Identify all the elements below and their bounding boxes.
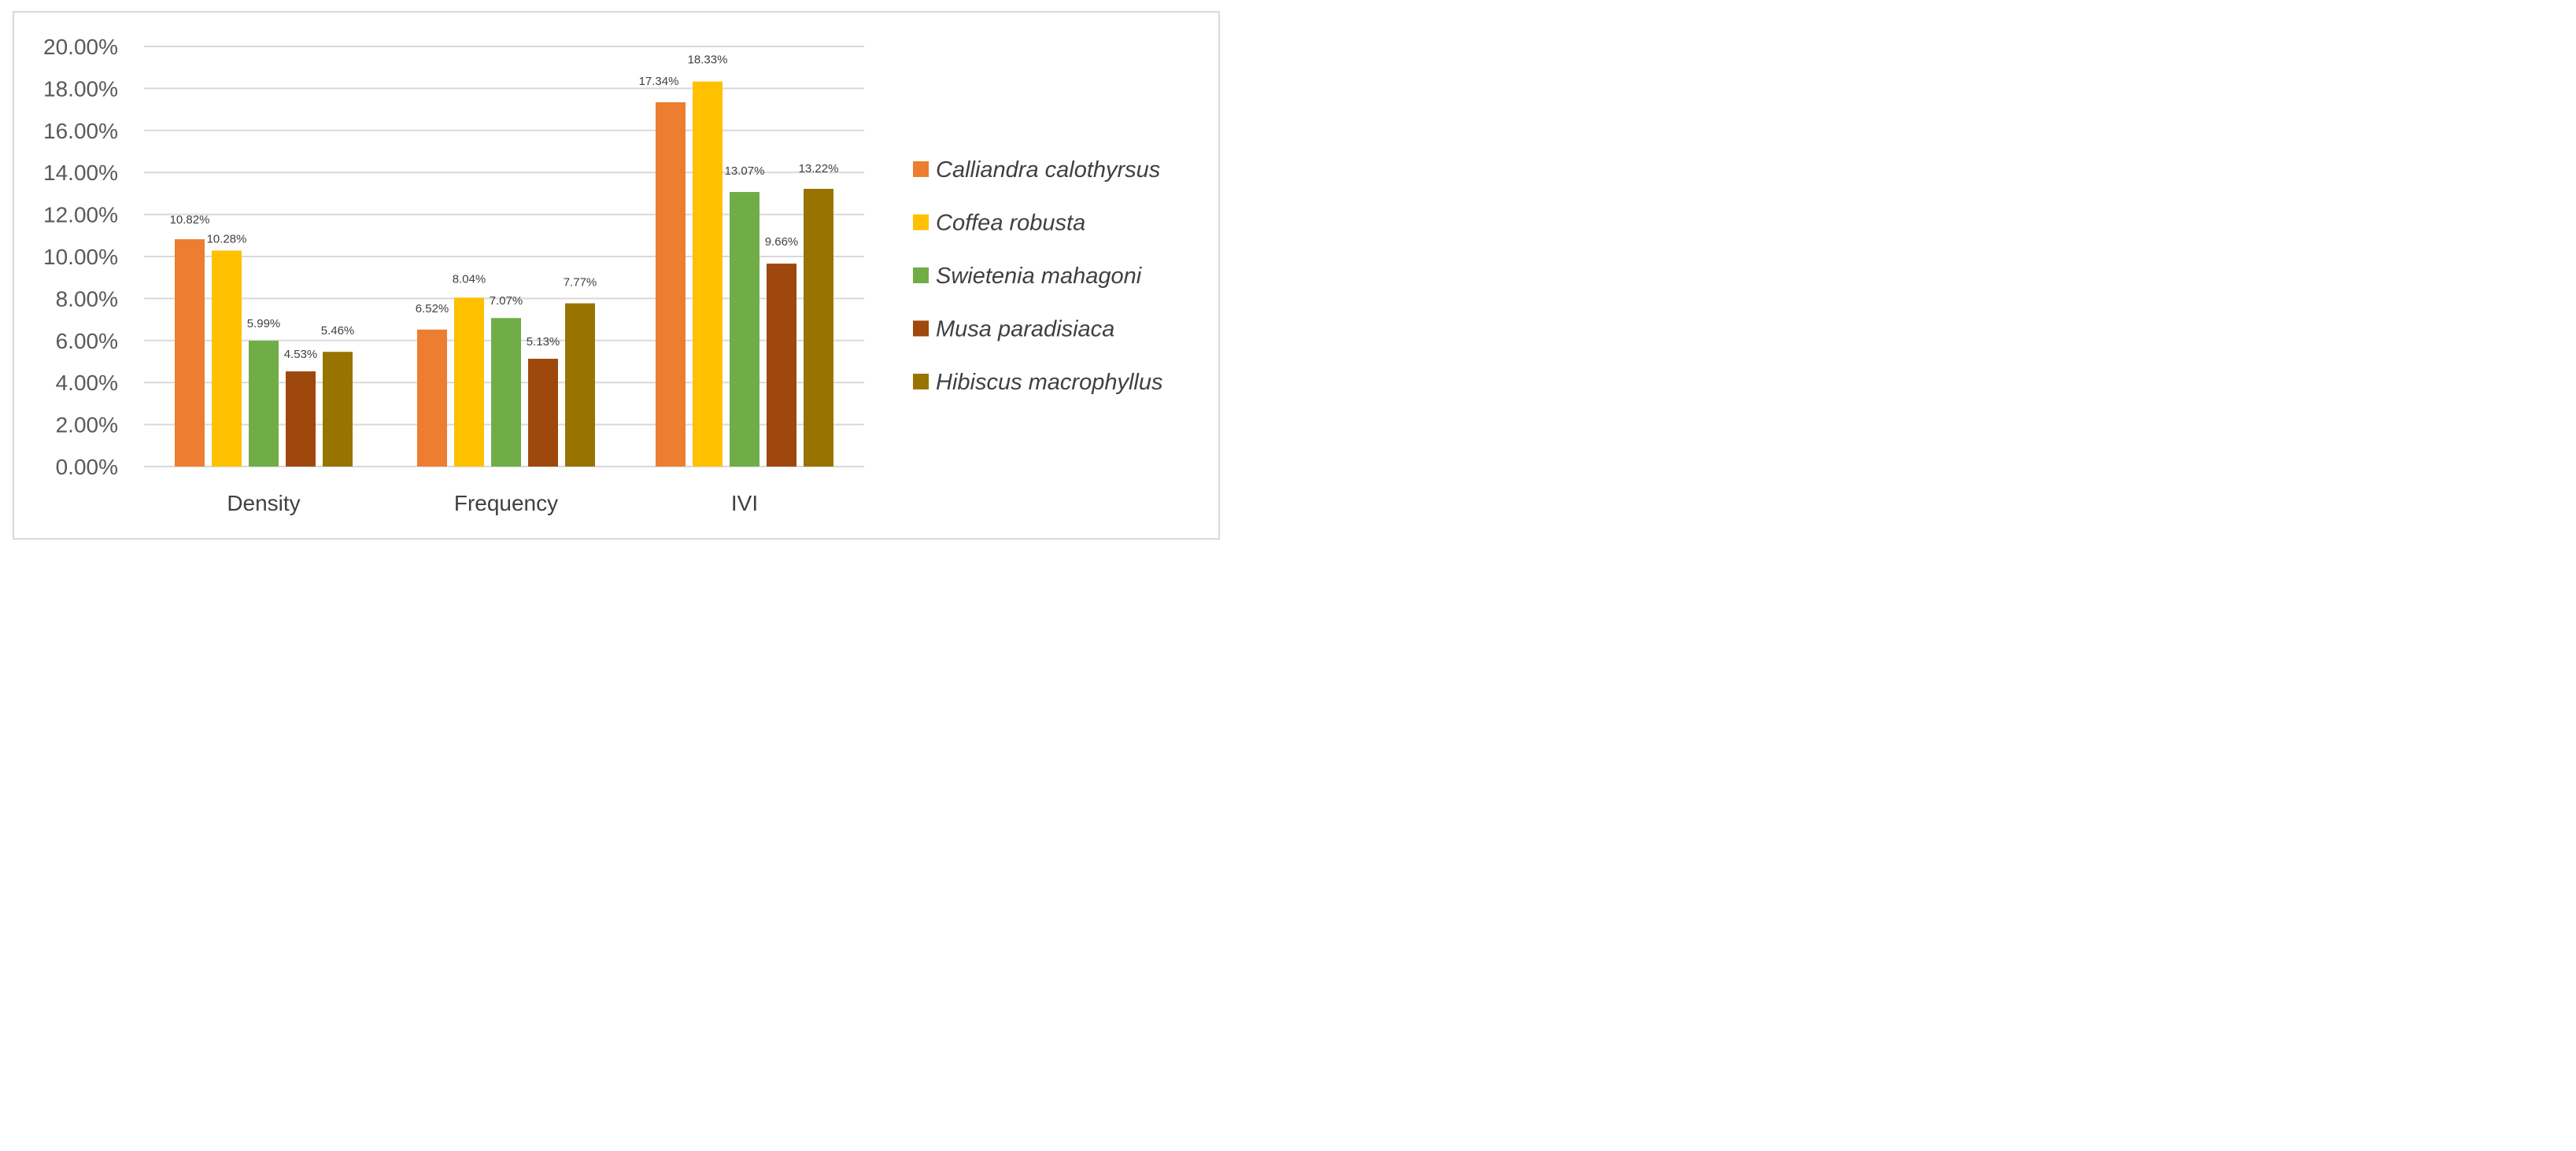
bars (175, 81, 833, 467)
legend-swatch (913, 320, 929, 337)
bar (767, 264, 796, 467)
y-tick-label: 12.00% (43, 203, 118, 227)
bar (804, 189, 833, 467)
y-tick-label: 16.00% (43, 119, 118, 143)
bar (565, 303, 595, 467)
y-tick-label: 2.00% (56, 413, 118, 437)
legend-label: Musa paradisiaca (936, 317, 1114, 342)
x-tick-label: Frequency (454, 491, 558, 515)
data-label: 7.77% (564, 276, 597, 290)
legend-swatch (913, 374, 929, 389)
legend-swatch (913, 161, 929, 177)
data-label: 7.07% (490, 294, 523, 308)
data-label: 5.99% (247, 317, 281, 330)
bar (491, 318, 521, 467)
data-label: 5.46% (321, 324, 355, 338)
data-label: 8.04% (453, 272, 486, 286)
data-label: 10.82% (170, 213, 210, 227)
data-labels: 10.82% 6.52% 17.34% 10.28% 8.04% 18.33% 5.99% 7… (170, 53, 839, 361)
bar (528, 359, 558, 467)
legend-label: Swietenia mahagoni (936, 264, 1143, 289)
data-label: 6.52% (416, 302, 449, 315)
bar (323, 352, 353, 467)
y-tick-label: 4.00% (56, 371, 118, 395)
legend: Calliandra calothyrsus Coffea robusta Swie… (913, 157, 1163, 395)
bar (730, 192, 759, 467)
data-label: 17.34% (639, 75, 679, 88)
y-tick-label: 20.00% (43, 35, 118, 59)
bar (454, 297, 484, 467)
bar (286, 371, 316, 467)
y-tick-label: 18.00% (43, 76, 118, 101)
legend-label: Hibiscus macrophyllus (936, 370, 1163, 395)
bar (175, 239, 205, 467)
y-tick-label: 0.00% (56, 455, 118, 479)
x-tick-label: Density (227, 491, 300, 515)
bar-chart: 0.00% 2.00% 4.00% 6.00% 8.00% 10.00% 12.00% 14.… (43, 35, 1163, 515)
legend-swatch (913, 267, 929, 283)
data-label: 10.28% (207, 233, 247, 246)
bar (417, 329, 447, 467)
y-tick-label: 8.00% (56, 286, 118, 311)
y-axis-ticks: 0.00% 2.00% 4.00% 6.00% 8.00% 10.00% 12.00% 14.… (43, 35, 118, 479)
legend-swatch (913, 214, 929, 231)
legend-label: Coffea robusta (936, 211, 1085, 236)
data-label: 4.53% (284, 348, 318, 361)
y-tick-label: 10.00% (43, 245, 118, 269)
bar (656, 102, 686, 467)
x-tick-label: IVI (731, 491, 758, 515)
bar (212, 250, 242, 467)
bar (693, 81, 723, 467)
data-label: 9.66% (765, 235, 799, 249)
bar (249, 341, 279, 467)
y-tick-label: 14.00% (43, 160, 118, 185)
legend-label: Calliandra calothyrsus (936, 157, 1160, 183)
data-label: 5.13% (527, 335, 560, 349)
y-tick-label: 6.00% (56, 329, 118, 353)
x-axis-ticks: Density Frequency IVI (227, 491, 758, 515)
data-label: 13.07% (725, 164, 765, 178)
data-label: 13.22% (799, 162, 839, 175)
data-label: 18.33% (688, 53, 728, 67)
